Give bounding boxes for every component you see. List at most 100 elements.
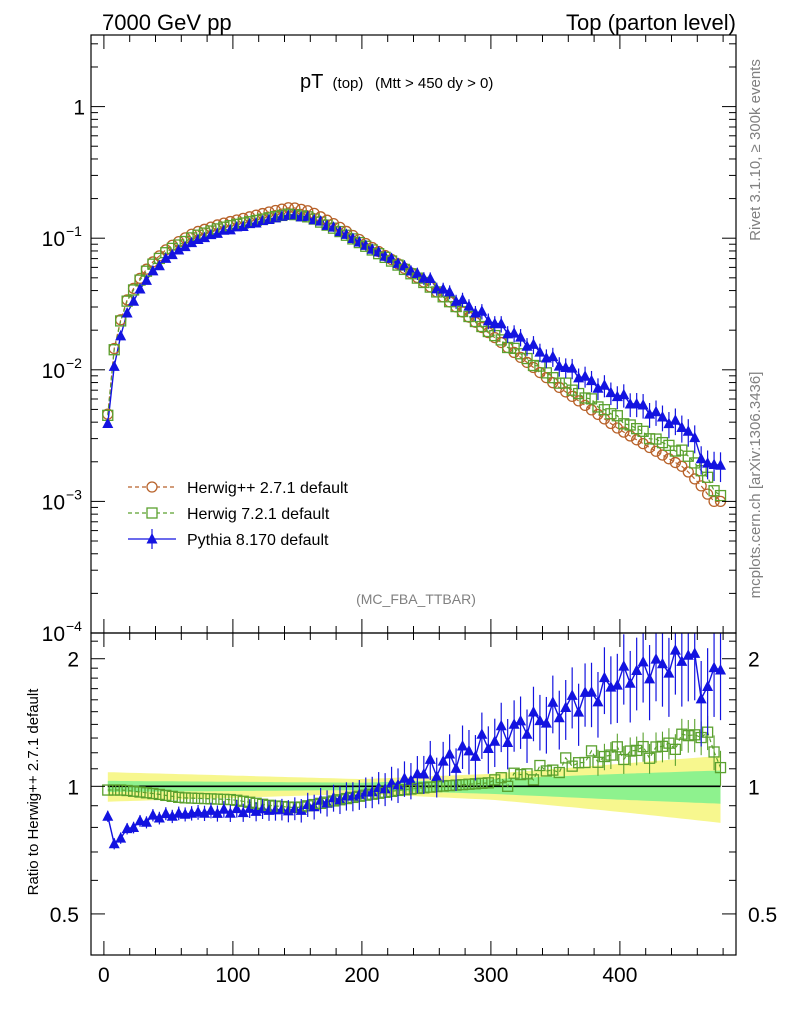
- ratio-herwig7-point: [656, 740, 669, 753]
- ratio-pythia-point: [398, 772, 410, 783]
- ratio-herwig7-point: [192, 792, 204, 805]
- ratio-pythia-point: [715, 663, 727, 675]
- pythia-point: [199, 231, 211, 243]
- pythia-point: [663, 417, 675, 429]
- pythia-point: [347, 232, 359, 244]
- herwigpp-point: [689, 473, 701, 485]
- pythia-point: [444, 285, 456, 297]
- xtick-label: 0: [98, 964, 110, 987]
- ratio-pythia-point: [650, 653, 662, 664]
- ratio-pythia-point: [547, 696, 559, 707]
- ratio-pythia-point: [444, 747, 456, 759]
- pythia-point: [553, 360, 565, 371]
- ratio-pythia-point: [708, 661, 720, 673]
- pythia-point: [360, 239, 372, 250]
- rivet-info: Rivet 3.1.10, ≥ 300k events: [747, 59, 764, 241]
- ratio-herwig7-point: [502, 780, 514, 792]
- ratio-herwig7-point: [598, 750, 611, 763]
- ratio-herwig7-point: [153, 788, 166, 801]
- ratio-ytick-label-right: 0.5: [748, 904, 777, 927]
- pythia-point: [457, 293, 469, 305]
- pythia-point: [140, 274, 152, 285]
- ratio-pythia-point: [553, 711, 565, 723]
- ratio-pythia-point: [160, 807, 172, 819]
- ratio-herwig7-point: [443, 779, 456, 792]
- ratio-pythia-point: [540, 717, 552, 728]
- pythia-point: [179, 240, 191, 252]
- herwigpp-point: [663, 453, 675, 465]
- pythia-point: [463, 300, 475, 311]
- ratio-herwig7-point: [689, 729, 701, 741]
- ratio-herwig7-point: [198, 792, 211, 805]
- pythia-point: [534, 346, 546, 357]
- herwigpp-point: [695, 480, 707, 492]
- ratio-pythia-point: [689, 647, 701, 658]
- mcplots-info: mcplots.cern.ch [arXiv:1306.3436]: [747, 372, 764, 599]
- main-series-layer: [102, 202, 727, 508]
- ratio-pythia-point: [469, 750, 481, 761]
- ratio-pythia-point: [476, 728, 488, 739]
- ratio-ylabel: Ratio to Herwig++ 2.7.1 default: [25, 688, 42, 896]
- ratio-pythia-point: [695, 692, 707, 704]
- ratio-herwig7-point: [611, 741, 623, 753]
- herwigpp-point: [650, 445, 662, 457]
- herwig7-point: [579, 392, 591, 404]
- ratio-herwig7-point: [424, 781, 436, 793]
- pythia-point: [186, 236, 198, 248]
- ratio-pythia-point: [140, 816, 152, 827]
- pythia-point: [566, 362, 578, 373]
- pythia-point: [289, 208, 301, 220]
- ratio-ytick-label-left: 0.5: [50, 904, 79, 927]
- ratio-band-layer: [107, 755, 721, 823]
- ratio-herwig7-point: [682, 729, 694, 742]
- herwig7-point: [592, 401, 604, 413]
- ratio-pythia-point: [166, 810, 178, 821]
- ratio-pythia-point: [192, 806, 204, 817]
- ratio-herwig7-line: [107, 731, 722, 809]
- ratio-pythia-point: [102, 810, 114, 821]
- ratio-pythia-point: [418, 767, 430, 779]
- ratio-herwig7-point: [166, 790, 178, 802]
- herwig7-point: [618, 418, 630, 430]
- pythia-point: [328, 221, 340, 232]
- herwig7-point: [527, 359, 540, 372]
- ratio-ytick-label-left: 1: [67, 776, 79, 799]
- pythia-point: [128, 295, 140, 306]
- ratio-pythia-point: [566, 689, 578, 700]
- energy-label: 7000 GeV pp: [102, 10, 232, 35]
- ratio-panel: 0.5 0.5 1 1 2 2 0 100 200 300 400 Ratio to Herwig+…: [25, 632, 777, 987]
- ratio-pythia-point: [637, 655, 649, 667]
- ratio-pythia-point: [631, 664, 643, 675]
- ratio-herwig7-point: [585, 745, 598, 757]
- ratio-pythia-point: [586, 686, 598, 697]
- pythia-point: [340, 228, 352, 239]
- ratio-pythia-point: [244, 802, 256, 813]
- ratio-pythia-point: [515, 714, 527, 726]
- herwig7-point: [115, 315, 127, 327]
- legend: Herwig++ 2.7.1 default Herwig 7.2.1 defau…: [128, 480, 349, 549]
- pythia-point: [656, 410, 668, 422]
- herwig7-point: [656, 436, 669, 449]
- ratio-herwig7-point: [508, 767, 520, 779]
- herwig7-point: [605, 408, 617, 420]
- pythia-point: [153, 259, 165, 271]
- legend-marker-herwigpp: [146, 481, 158, 493]
- ratio-pythia-point: [237, 806, 249, 818]
- pythia-point: [373, 245, 385, 257]
- pythia-point: [482, 314, 494, 326]
- ratio-herwig7-point: [650, 741, 662, 753]
- herwig7-point: [682, 450, 694, 462]
- pythia-point: [353, 236, 365, 247]
- herwig7-point: [598, 404, 611, 416]
- analysis-watermark: (MC_FBA_TTBAR): [356, 591, 476, 607]
- ratio-pythia-point: [482, 742, 494, 753]
- ratio-herwig7-point: [476, 777, 488, 789]
- pythia-point: [476, 305, 488, 316]
- ratio-herwig7-point: [643, 752, 656, 764]
- pythia-point: [411, 267, 423, 279]
- herwigpp-point: [624, 430, 636, 442]
- ratio-pythia-point: [502, 736, 514, 747]
- pythia-point: [302, 210, 314, 221]
- main-axes-layer: 110−110−210−310−4: [42, 35, 736, 646]
